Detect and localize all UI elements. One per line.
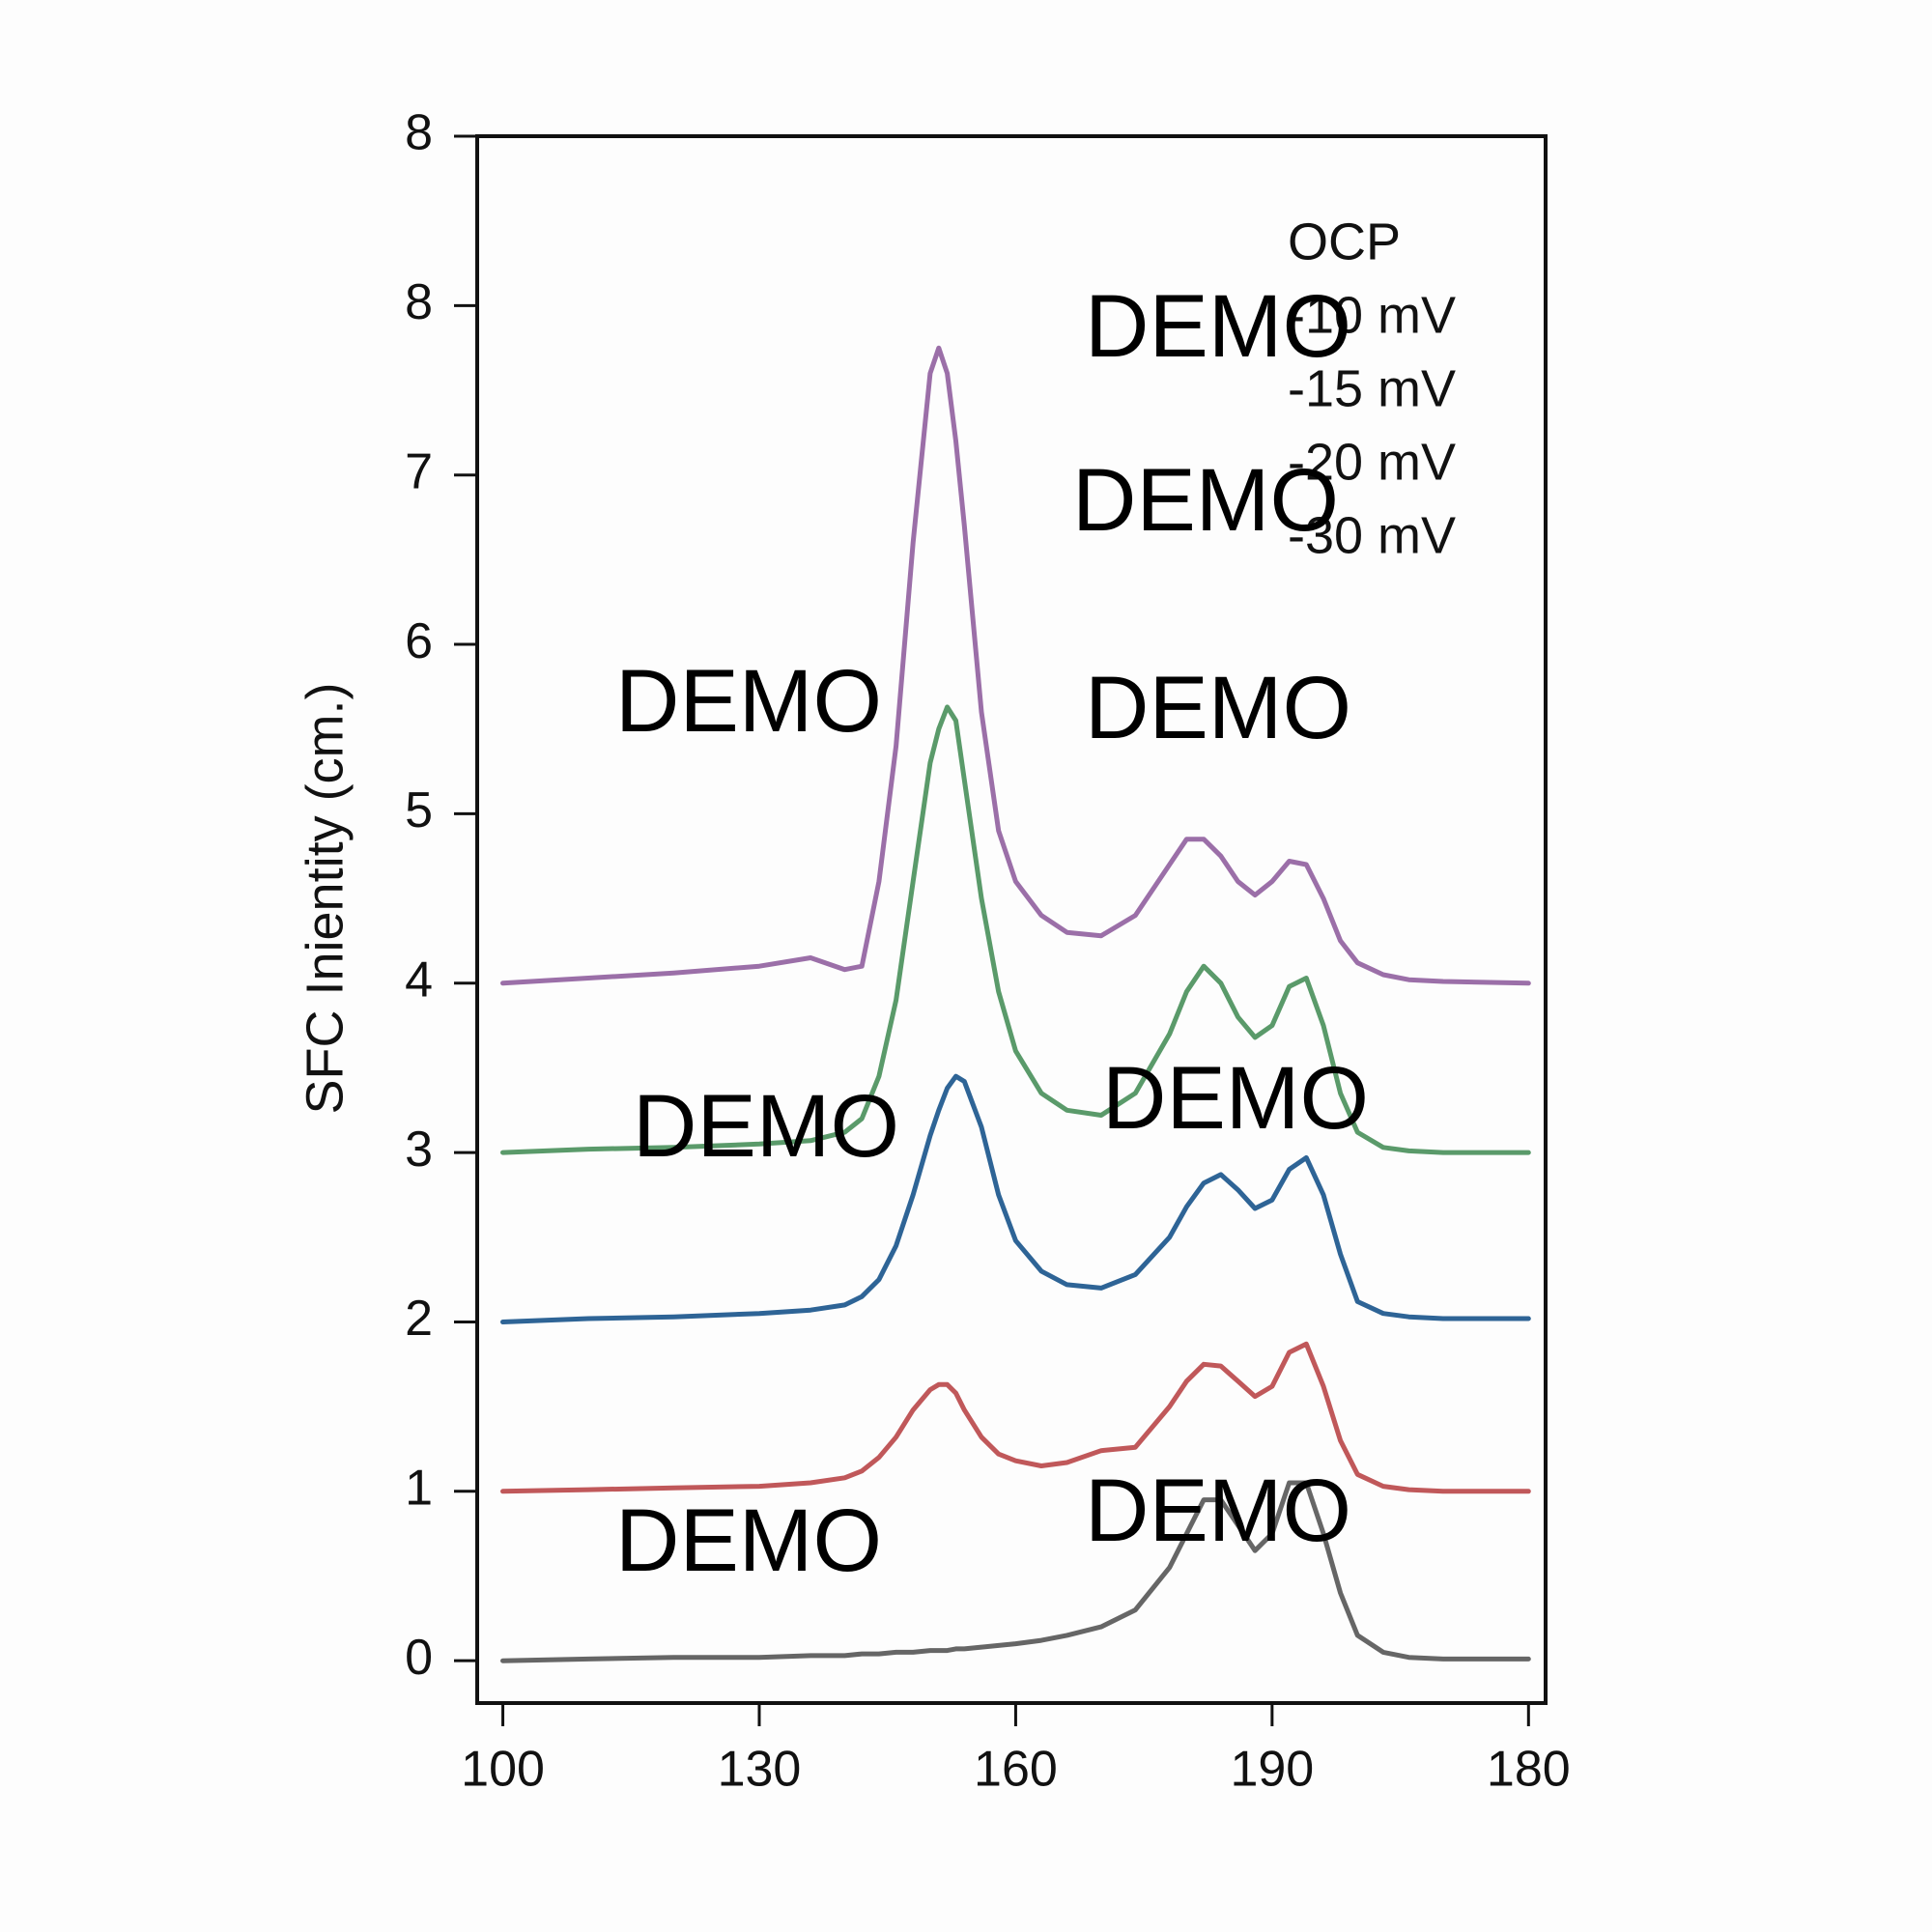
- legend-label: -10 mV: [1288, 286, 1456, 344]
- watermark: DEMO: [633, 1077, 899, 1176]
- watermark: DEMO: [615, 1492, 882, 1590]
- x-tick-label: 160: [974, 1742, 1058, 1798]
- series-line: [500, 1341, 1531, 1494]
- watermark: DEMO: [615, 652, 882, 751]
- watermark: DEMO: [1085, 659, 1351, 757]
- series-line: [500, 345, 1531, 986]
- legend-label: OCP: [1288, 213, 1401, 270]
- x-tick-label: 130: [718, 1742, 802, 1798]
- x-tick-label: 100: [461, 1742, 545, 1798]
- y-tick-label: 4: [405, 952, 433, 1008]
- y-tick-label: 6: [405, 613, 433, 669]
- watermark: DEMO: [1072, 451, 1339, 550]
- x-tick-label: 190: [1230, 1742, 1314, 1798]
- x-tick-label: 180: [1487, 1742, 1571, 1798]
- plot-frame: [475, 134, 1548, 1705]
- y-axis-label: SFC Inientity (cm.): [296, 682, 354, 1114]
- y-tick-label: 8: [405, 274, 433, 330]
- y-tick-label: 7: [405, 443, 433, 499]
- legend-label: -20 mV: [1288, 433, 1456, 491]
- y-tick-label: 1: [405, 1461, 433, 1517]
- y-tick-label: 0: [405, 1630, 433, 1686]
- legend-label: -15 mV: [1288, 359, 1456, 417]
- legend-label: -30 mV: [1288, 506, 1456, 564]
- y-tick-label: 5: [405, 782, 433, 838]
- watermark: DEMO: [1102, 1049, 1369, 1148]
- watermark: DEMO: [1085, 277, 1351, 376]
- series-line: [500, 1480, 1531, 1663]
- watermark: DEMO: [1085, 1462, 1351, 1560]
- y-tick-label: 3: [405, 1122, 433, 1178]
- y-tick-label: 2: [405, 1291, 433, 1347]
- series-line: [500, 1073, 1531, 1324]
- series-line: [500, 704, 1531, 1155]
- y-tick-label: 8: [405, 105, 433, 161]
